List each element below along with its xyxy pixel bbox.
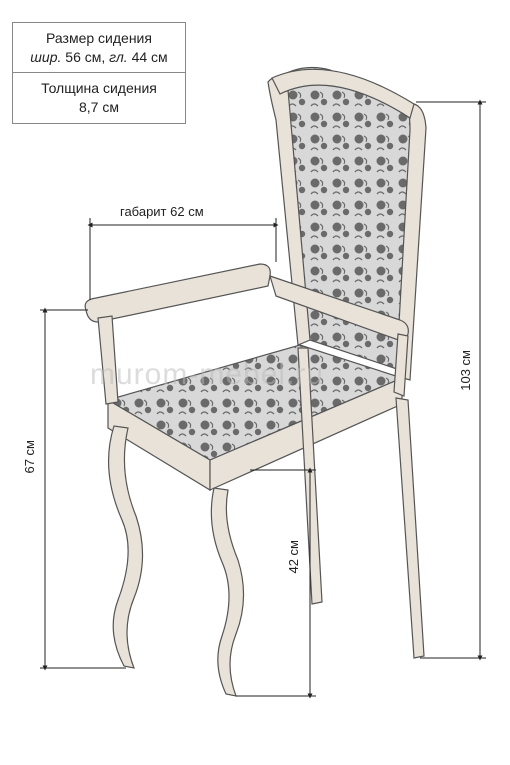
dim-label-width: габарит 62 см bbox=[120, 204, 204, 219]
chair-leg-front-left bbox=[109, 426, 143, 668]
seat-thickness-title: Толщина сидения bbox=[21, 79, 177, 98]
dim-label-overall-height: 103 см bbox=[458, 350, 473, 391]
dim-label-armrest-height: 67 см bbox=[22, 440, 37, 474]
chair-armrest-left bbox=[85, 264, 270, 322]
chair-leg-back-right bbox=[396, 398, 424, 658]
dim-width-value: 62 см bbox=[170, 204, 204, 219]
info-box-seat-size: Размер сидения шир. 56 см, гл. 44 см bbox=[12, 22, 186, 74]
seat-thickness-value: 8,7 см bbox=[21, 98, 177, 117]
seat-size-title: Размер сидения bbox=[21, 29, 177, 48]
dim-label-seat-height: 42 см bbox=[286, 540, 301, 574]
seat-size-width: 56 см, bbox=[65, 49, 105, 65]
info-box-seat-thickness: Толщина сидения 8,7 см bbox=[12, 72, 186, 124]
seat-size-width-prefix: шир. bbox=[30, 49, 61, 65]
chair-leg-front-right bbox=[211, 488, 243, 696]
dim-width-prefix: габарит bbox=[120, 204, 167, 219]
seat-size-depth: 44 см bbox=[132, 49, 168, 65]
seat-size-depth-prefix: гл. bbox=[109, 49, 128, 65]
